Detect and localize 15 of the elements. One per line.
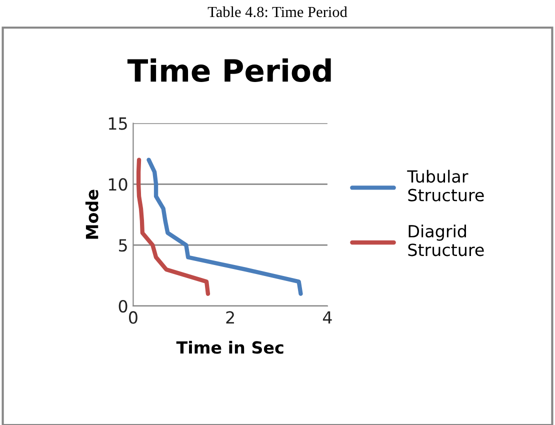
- y-tick-label: 10: [108, 178, 128, 191]
- caption: Table 4.8: Time Period: [208, 6, 348, 18]
- line-series: [146, 158, 303, 296]
- y-tick-label: 15: [108, 117, 127, 130]
- chart-title: Time Period: [127, 58, 331, 82]
- y-tick-label: 5: [119, 239, 127, 252]
- y-tick-label: 0: [118, 300, 128, 313]
- x-tick-label: 4: [322, 311, 332, 324]
- y-axis-title: Mode: [85, 190, 98, 239]
- legend-label: Tubular Structure: [407, 170, 484, 202]
- x-axis-title: Time in Sec: [176, 340, 284, 354]
- x-tick-label: 2: [226, 311, 234, 324]
- x-tick-label: 0: [128, 311, 138, 324]
- line-series: [136, 158, 210, 296]
- legend-label: Diagrid Structure: [408, 224, 484, 256]
